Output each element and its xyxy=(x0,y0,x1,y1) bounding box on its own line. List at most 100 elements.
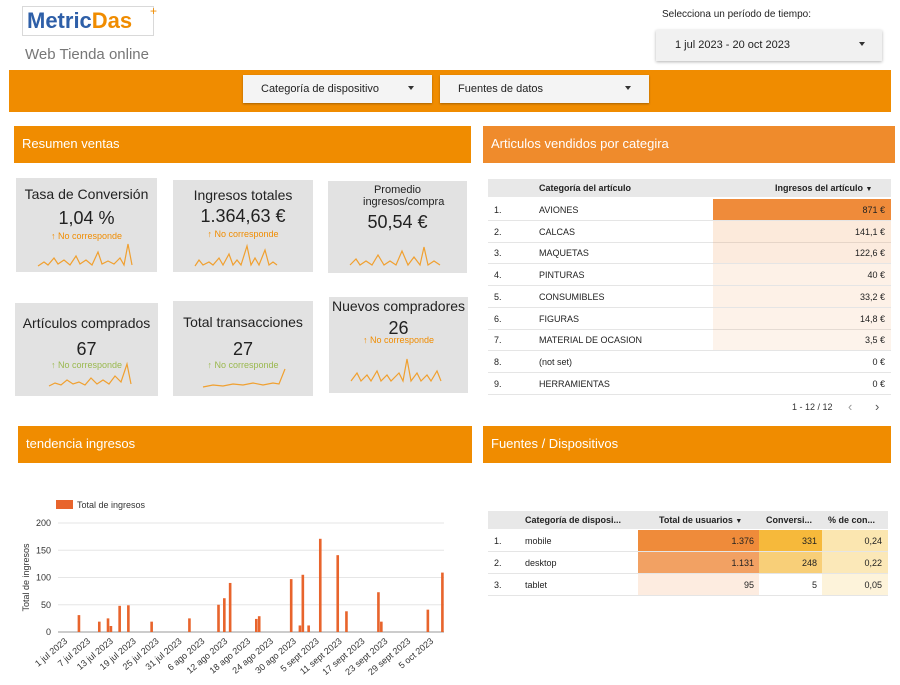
device-cell: mobile xyxy=(525,536,552,546)
revenue-cell: 33,2 € xyxy=(713,285,891,307)
bar xyxy=(426,609,430,632)
kpi-sparkline xyxy=(48,361,132,387)
table-row[interactable]: 6. FIGURAS 14,8 € xyxy=(488,307,891,330)
kpi-sparkline xyxy=(350,358,442,383)
revenue-cell: 122,6 € xyxy=(713,242,891,264)
conversions-cell: 331 xyxy=(759,530,822,551)
bar xyxy=(228,582,232,632)
table-row[interactable]: 5. CONSUMIBLES 33,2 € xyxy=(488,285,891,308)
kpi-items-purchased: Artículos comprados 67 ↑ No corresponde xyxy=(15,303,158,396)
kpi-conversion-rate: Tasa de Conversión 1,04 % ↑ No correspon… xyxy=(16,178,157,272)
bar xyxy=(109,626,113,632)
category-cell: MAQUETAS xyxy=(539,248,589,259)
kpi-sparkline xyxy=(194,243,278,267)
row-number: 3. xyxy=(494,580,502,590)
bar xyxy=(336,555,340,632)
category-cell: AVIONES xyxy=(539,205,579,215)
bar xyxy=(106,618,110,632)
kpi-avg-revenue-per-purchase: Promedio ingresos/compra 50,54 € xyxy=(328,181,467,273)
column-header-users[interactable]: Total de usuarios ▼ xyxy=(659,515,743,525)
bar xyxy=(217,604,220,632)
category-cell: CALCAS xyxy=(539,226,576,237)
table-row[interactable]: 9. HERRAMIENTAS 0 € xyxy=(488,373,891,395)
bar xyxy=(255,618,258,632)
caret-down-icon xyxy=(859,42,865,46)
bar xyxy=(380,621,383,632)
logo-text-das: Das xyxy=(91,8,133,33)
revenue-cell: 141,1 € xyxy=(713,220,891,242)
category-table: Categoría del artículo Ingresos del artí… xyxy=(488,179,891,399)
table-row[interactable]: 2. desktop 1.131 248 0,22 xyxy=(488,552,888,574)
column-header-conversion-pct[interactable]: % de con... xyxy=(828,515,876,525)
revenue-cell: 40 € xyxy=(713,264,891,286)
chevron-left-icon[interactable]: ‹ xyxy=(848,399,853,414)
category-cell: MATERIAL DE OCASION xyxy=(539,335,643,346)
conversion-pct-cell: 0,24 xyxy=(822,530,888,551)
bar xyxy=(441,572,444,632)
kpi-note: ↑ No corresponde xyxy=(50,360,123,370)
revenue-cell: 0 € xyxy=(872,356,885,367)
table-row[interactable]: 3. MAQUETAS 122,6 € xyxy=(488,242,891,265)
kpi-label: Nuevos compradores xyxy=(331,298,466,314)
table-row[interactable]: 7. MATERIAL DE OCASION 3,5 € xyxy=(488,329,891,352)
period-selector[interactable]: 1 jul 2023 - 20 oct 2023 xyxy=(656,30,882,61)
bar xyxy=(257,616,261,632)
kpi-label: Promedio ingresos/compra xyxy=(363,184,445,208)
bar xyxy=(118,605,121,632)
column-header-conversions[interactable]: Conversi... xyxy=(766,515,813,525)
kpi-note: ↑ No corresponde xyxy=(207,229,279,239)
kpi-value: 67 xyxy=(76,339,97,359)
device-cell: desktop xyxy=(525,558,557,568)
bar xyxy=(307,625,310,632)
y-tick-label: 150 xyxy=(36,545,51,555)
device-cell: tablet xyxy=(525,580,548,590)
conversions-cell: 248 xyxy=(759,552,822,573)
row-number: 2. xyxy=(494,558,502,568)
revenue-cell: 0 € xyxy=(872,378,885,389)
y-tick-label: 0 xyxy=(46,627,51,637)
row-number: 5. xyxy=(494,291,502,302)
caret-down-icon xyxy=(625,86,631,90)
conversion-pct-cell: 0,05 xyxy=(822,574,888,595)
column-header-device[interactable]: Categoría de disposi... xyxy=(525,515,622,525)
table-row[interactable]: 8. (not set) 0 € xyxy=(488,351,891,373)
table-row[interactable]: 4. PINTURAS 40 € xyxy=(488,264,891,287)
column-header-category[interactable]: Categoría del artículo xyxy=(539,183,632,193)
row-number: 4. xyxy=(494,270,502,281)
row-number: 1. xyxy=(494,536,502,546)
table-row[interactable]: 2. CALCAS 141,1 € xyxy=(488,220,891,243)
bar xyxy=(289,579,293,632)
data-sources-filter[interactable]: Fuentes de datos xyxy=(440,75,649,103)
y-tick-label: 100 xyxy=(36,573,51,583)
kpi-sparkline xyxy=(349,246,441,267)
y-tick-label: 200 xyxy=(36,518,51,528)
kpi-value: 1,04 % xyxy=(58,208,115,228)
kpi-label: Total transacciones xyxy=(183,314,303,330)
bar xyxy=(97,621,101,632)
kpi-sparkline xyxy=(37,243,133,267)
table-row[interactable]: 1. AVIONES 871 € xyxy=(488,199,891,221)
row-number: 3. xyxy=(494,248,502,259)
section-header-items-by-category: Articulos vendidos por categira xyxy=(483,126,895,163)
revenue-cell: 14,8 € xyxy=(713,307,891,329)
pagination-label: 1 - 12 / 12 xyxy=(792,402,833,412)
category-cell: CONSUMIBLES xyxy=(539,291,605,302)
table-row[interactable]: 3. tablet 95 5 0,05 xyxy=(488,574,888,596)
row-number: 1. xyxy=(494,205,502,215)
kpi-value: 1.364,63 € xyxy=(200,206,286,226)
device-table: Categoría de disposi... Total de usuario… xyxy=(488,511,888,601)
table-header: Categoría de disposi... Total de usuario… xyxy=(488,511,888,529)
table-row[interactable]: 1. mobile 1.376 331 0,24 xyxy=(488,530,888,552)
kpi-total-transactions: Total transacciones 27 ↑ No corresponde xyxy=(173,301,313,396)
chevron-right-icon[interactable]: › xyxy=(875,399,880,414)
row-number: 2. xyxy=(494,226,502,237)
kpi-value: 50,54 € xyxy=(367,212,428,232)
kpi-sparkline xyxy=(202,368,286,388)
bar xyxy=(150,621,153,632)
column-header-revenue[interactable]: Ingresos del artículo ▼ xyxy=(775,183,873,193)
logo: MetricDas + xyxy=(22,4,157,36)
device-category-filter-label: Categoría de dispositivo xyxy=(261,83,380,95)
kpi-new-buyers: Nuevos compradores 26 ↑ No corresponde xyxy=(329,297,468,393)
device-category-filter[interactable]: Categoría de dispositivo xyxy=(243,75,432,103)
logo-plus-icon: + xyxy=(149,4,157,18)
